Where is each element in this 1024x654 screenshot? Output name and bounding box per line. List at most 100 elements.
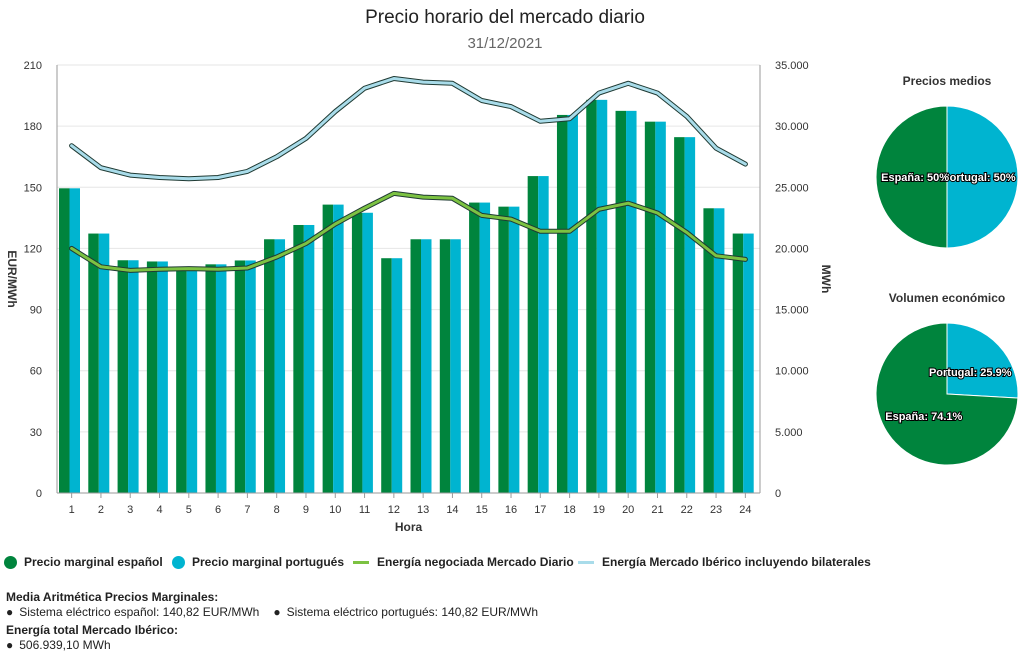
x-tick-label: 13 [417, 504, 429, 516]
bar-spain-price [176, 267, 187, 493]
legend-item-spain-price[interactable]: Precio marginal español [4, 555, 163, 569]
spain-avg-price: Sistema eléctrico español: 140,82 EUR/MW… [19, 605, 260, 619]
pie-slice-portugal [946, 322, 1019, 399]
legend-label: Precio marginal español [24, 555, 163, 569]
stats-panel: Media Aritmética Precios Marginales: ● Si… [6, 590, 538, 653]
bar-portugal-price [362, 212, 373, 493]
bar-spain-price [615, 110, 627, 493]
bar-spain-price [556, 114, 568, 493]
legend-item-energy-mi[interactable]: Energía Mercado Ibérico incluyendo bilat… [578, 555, 871, 569]
bar-portugal-price [684, 137, 696, 494]
bar-portugal-price [98, 233, 110, 493]
y-tick-label: 180 [24, 121, 42, 133]
legend-item-energy-md[interactable]: Energía negociada Mercado Diario [353, 555, 574, 569]
legend-line-icon [578, 560, 594, 564]
energy-total-values: ● 506.939,10 MWh [6, 638, 538, 653]
y-tick-label: 0 [36, 488, 42, 500]
bar-portugal-price [596, 99, 608, 493]
main-chart: 030609012015018021005.00010.00015.00020.… [5, 60, 833, 534]
x-tick-label: 24 [739, 504, 751, 516]
bullet-icon: ● [6, 638, 14, 652]
x-tick-label: 11 [359, 504, 370, 516]
bar-portugal-price [303, 224, 315, 493]
bar-portugal-price [186, 267, 198, 493]
legend-item-portugal-price[interactable]: Precio marginal portugués [172, 555, 344, 569]
bar-spain-price [117, 260, 129, 493]
x-tick-label: 2 [98, 504, 104, 516]
bar-spain-price [234, 260, 246, 493]
bar-portugal-price [655, 121, 666, 493]
x-tick-label: 18 [563, 504, 575, 516]
y2-tick-label: 25.000 [775, 182, 809, 194]
pie-data-label: Portugal: 50% [942, 172, 1016, 184]
y2-tick-label: 5.000 [775, 427, 803, 439]
pie-slice-portugal [946, 105, 1019, 249]
chart-title: Precio horario del mercado diario [365, 7, 645, 28]
bar-portugal-price [69, 188, 80, 494]
bar-portugal-price [626, 110, 637, 493]
x-tick-label: 17 [534, 504, 546, 516]
y-tick-label: 120 [24, 243, 42, 255]
x-tick-label: 9 [303, 504, 309, 516]
portugal-avg-price: Sistema eléctrico portugués: 140,82 EUR/… [286, 605, 539, 619]
bar-portugal-price [508, 206, 520, 493]
y-tick-label: 150 [24, 182, 42, 194]
pie-title: Precios medios [903, 74, 992, 88]
bar-spain-price [381, 258, 392, 493]
bar-portugal-price [128, 260, 139, 493]
y-tick-label: 210 [24, 60, 42, 72]
y-tick-label: 90 [30, 305, 42, 317]
bar-spain-price [498, 206, 509, 493]
x-tick-label: 14 [446, 504, 458, 516]
bar-portugal-price [450, 239, 461, 493]
series-line-energy-mi [70, 77, 747, 181]
bar-portugal-price [421, 239, 432, 493]
bar-portugal-price [274, 239, 286, 493]
pie-chart-volumen-economico: Volumen económico Portugal: 25.9% España: … [875, 291, 1019, 466]
y2-tick-label: 15.000 [775, 305, 809, 317]
bar-spain-price [59, 188, 70, 494]
bar-spain-price [703, 208, 714, 494]
legend-line-icon [353, 560, 369, 564]
x-tick-label: 4 [156, 504, 162, 516]
avg-price-values: ● Sistema eléctrico español: 140,82 EUR/M… [6, 605, 538, 620]
bar-spain-price [586, 99, 597, 493]
pie-data-label: Portugal: 25.9% [929, 367, 1012, 379]
x-tick-label: 1 [69, 504, 75, 516]
y-tick-label: 60 [30, 366, 42, 378]
x-tick-label: 10 [329, 504, 341, 516]
line-layer [69, 76, 748, 273]
legend-label: Energía negociada Mercado Diario [377, 555, 574, 569]
x-tick-label: 6 [215, 504, 221, 516]
bar-portugal-price [215, 264, 227, 493]
x-tick-label: 23 [710, 504, 722, 516]
x-tick-label: 5 [186, 504, 192, 516]
pie-slice-espana [875, 322, 1019, 466]
axis-layer: 030609012015018021005.00010.00015.00020.… [24, 60, 809, 516]
x-tick-label: 15 [476, 504, 488, 516]
x-axis-title: Hora [395, 520, 423, 534]
bar-portugal-price [157, 261, 168, 493]
energy-total-heading: Energía total Mercado Ibérico: [6, 623, 179, 637]
y-tick-label: 30 [30, 427, 42, 439]
y2-axis-title: MWh [819, 265, 833, 294]
legend-dot-icon [4, 555, 17, 569]
bar-spain-price [644, 121, 656, 493]
bar-spain-price [293, 224, 304, 493]
series-line-outline [69, 76, 748, 182]
x-tick-label: 19 [593, 504, 605, 516]
bar-spain-price [410, 239, 421, 493]
bar-spain-price [264, 239, 275, 493]
x-tick-label: 12 [388, 504, 400, 516]
pie-title: Volumen económico [889, 291, 1005, 305]
pie-data-label: España: 50% [881, 172, 949, 184]
x-tick-label: 22 [681, 504, 693, 516]
bar-spain-price [732, 233, 744, 493]
bar-portugal-price [567, 114, 578, 493]
bar-spain-price [439, 239, 451, 493]
bar-portugal-price [245, 260, 256, 493]
x-tick-label: 7 [244, 504, 250, 516]
bar-portugal-price [538, 176, 549, 494]
y2-tick-label: 35.000 [775, 60, 809, 72]
